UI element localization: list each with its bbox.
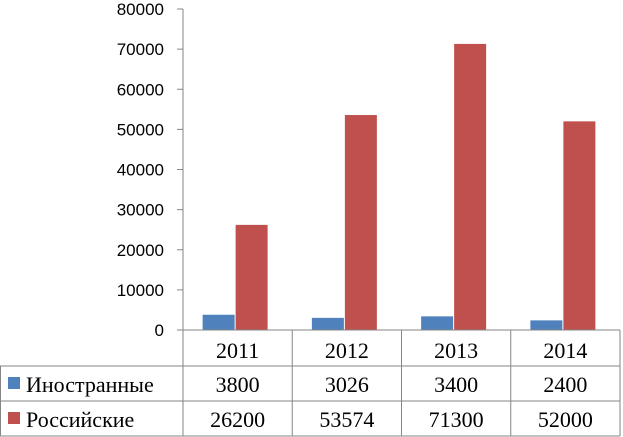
bar-russian-2011	[235, 224, 268, 330]
y-tick-label: 10000	[117, 281, 164, 300]
y-tick-label: 0	[155, 321, 164, 340]
data-table-cell: 3800	[216, 372, 260, 397]
y-tick-label: 20000	[117, 241, 164, 260]
data-table-cell: 52000	[538, 407, 593, 432]
legend-label: Российские	[26, 407, 134, 432]
data-table-cell: 3026	[325, 372, 369, 397]
data-table-cell: 26200	[210, 407, 265, 432]
bar-russian-2012	[344, 115, 377, 330]
y-tick-label: 30000	[117, 201, 164, 220]
bar-foreign-2013	[421, 316, 454, 330]
bar-russian-2014	[563, 121, 596, 330]
bar-russian-2013	[454, 43, 487, 330]
x-tick-label: 2012	[325, 338, 369, 363]
legend-label: Иностранные	[26, 372, 154, 397]
data-table-cell: 53574	[319, 407, 374, 432]
bar-foreign-2012	[311, 317, 344, 330]
y-tick-label: 70000	[117, 40, 164, 59]
y-tick-label: 50000	[117, 120, 164, 139]
x-tick-label: 2011	[216, 338, 259, 363]
data-table-cell: 3400	[434, 372, 478, 397]
data-table-cell: 71300	[429, 407, 484, 432]
x-tick-label: 2013	[434, 338, 478, 363]
legend-key-russian	[8, 412, 20, 424]
data-table-cell: 2400	[543, 372, 587, 397]
bar-foreign-2014	[530, 320, 563, 330]
bar-foreign-2011	[202, 314, 235, 330]
y-tick-label: 80000	[117, 0, 164, 19]
y-tick-label: 60000	[117, 80, 164, 99]
x-tick-label: 2014	[543, 338, 587, 363]
legend-key-foreign	[8, 377, 20, 389]
y-tick-label: 40000	[117, 161, 164, 180]
